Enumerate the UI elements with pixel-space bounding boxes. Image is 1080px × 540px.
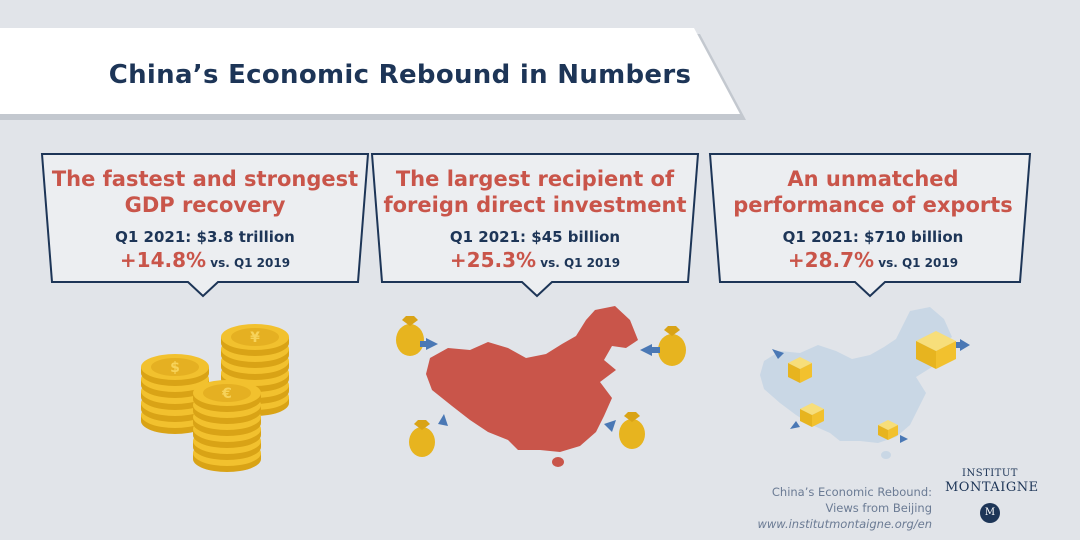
svg-text:$: $ [170,360,180,376]
footer-url[interactable]: www.institutmontaigne.org/en [757,517,932,531]
card-heading: foreign direct investment [383,193,687,217]
footer-line: Views from Beijing [825,501,933,515]
logo-badge-icon: M [980,503,1000,523]
card-fdi: The largest recipient of foreign direct … [370,150,700,300]
page-title: China’s Economic Rebound in Numbers [108,60,692,90]
growth-comparison: vs. Q1 2019 [206,256,291,270]
card-heading: The largest recipient of [395,167,675,191]
export-box-icon [878,420,908,443]
logo-line: MONTAIGNE [945,480,1039,495]
export-box-icon [772,349,812,383]
speech-bubble [40,153,370,298]
card-gdp: The fastest and strongest GDP recovery Q… [40,150,370,300]
logo-line: INSTITUT [962,468,1018,479]
card-value: Q1 2021: $710 billion [782,228,964,246]
speech-bubble [370,153,700,298]
china-map-export-boxes-icon [760,307,970,459]
export-box-icon [916,331,970,369]
growth-comparison: vs. Q1 2019 [874,256,959,270]
growth-comparison: vs. Q1 2019 [536,256,621,270]
title-banner [0,28,746,120]
money-bag-icon [604,412,645,449]
card-heading: The fastest and strongest [51,167,359,191]
card-exports: An unmatched performance of exports Q1 2… [708,150,1038,300]
growth-percent: +28.7% [787,248,875,272]
card-heading: GDP recovery [124,193,286,217]
card-heading: performance of exports [733,193,1013,217]
growth-percent: +14.8% [119,248,207,272]
card-value: Q1 2021: $45 billion [449,228,621,246]
svg-text:¥: ¥ [250,330,260,346]
money-bag-icon [396,316,438,356]
footer-line: China’s Economic Rebound: [771,485,932,499]
footer-credit: China’s Economic Rebound: Views from Bei… [757,484,932,532]
growth-percent: +25.3% [449,248,537,272]
china-map-money-bags-icon [396,306,686,467]
institut-montaigne-logo: INSTITUT MONTAIGNE M [945,468,1039,523]
coin-stacks-icon: $ ¥ € [141,324,289,472]
money-bag-icon [640,326,686,366]
export-box-icon [790,403,824,429]
card-heading: An unmatched [787,167,959,191]
card-value: Q1 2021: $3.8 trillion [115,228,295,246]
svg-text:€: € [221,386,232,402]
money-bag-icon [409,414,448,457]
speech-bubble [708,153,1032,298]
